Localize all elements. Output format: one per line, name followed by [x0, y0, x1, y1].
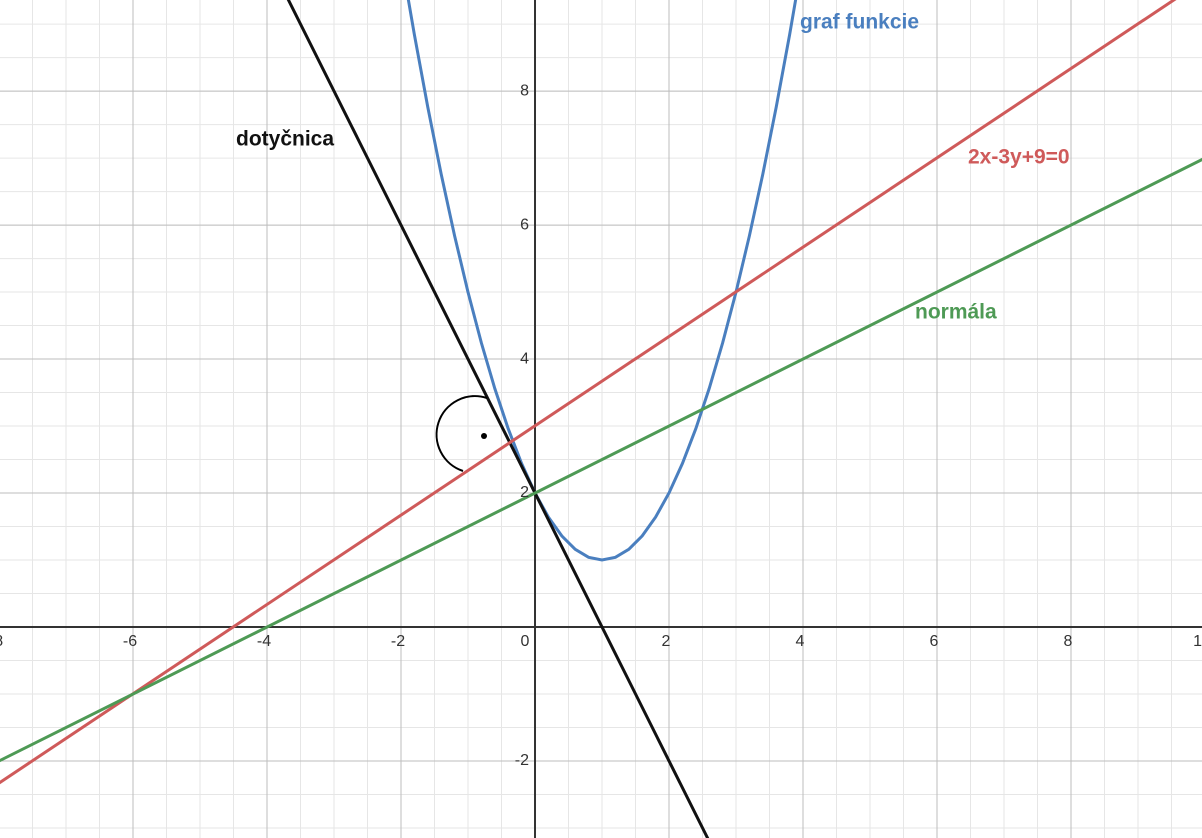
x-tick-label: -6 — [123, 633, 137, 650]
series-label: dotyčnica — [236, 128, 334, 151]
series-line — [0, 0, 1177, 785]
series-label: graf funkcie — [800, 11, 919, 34]
y-tick-label: 4 — [520, 350, 529, 367]
x-tick-label: -4 — [257, 633, 271, 650]
series-line — [286, 0, 710, 838]
x-tick-label: 6 — [930, 633, 939, 650]
x-tick-label: 2 — [662, 633, 671, 650]
right-angle-dot — [481, 433, 487, 439]
x-tick-label: -2 — [391, 633, 405, 650]
y-tick-label: -2 — [515, 752, 529, 769]
right-angle-arc — [435, 395, 488, 472]
series-label: 2x-3y+9=0 — [968, 146, 1070, 169]
series-line — [0, 157, 1202, 763]
x-tick-label: 8 — [1064, 633, 1073, 650]
y-tick-label: 6 — [520, 216, 529, 233]
x-tick-label: 4 — [796, 633, 805, 650]
y-tick-label: 8 — [520, 82, 529, 99]
x-tick-label: -8 — [0, 633, 3, 650]
series-label: normála — [915, 301, 997, 324]
x-tick-label: 10 — [1193, 633, 1202, 650]
x-tick-label: 0 — [521, 633, 530, 650]
y-tick-label: 2 — [520, 484, 529, 501]
